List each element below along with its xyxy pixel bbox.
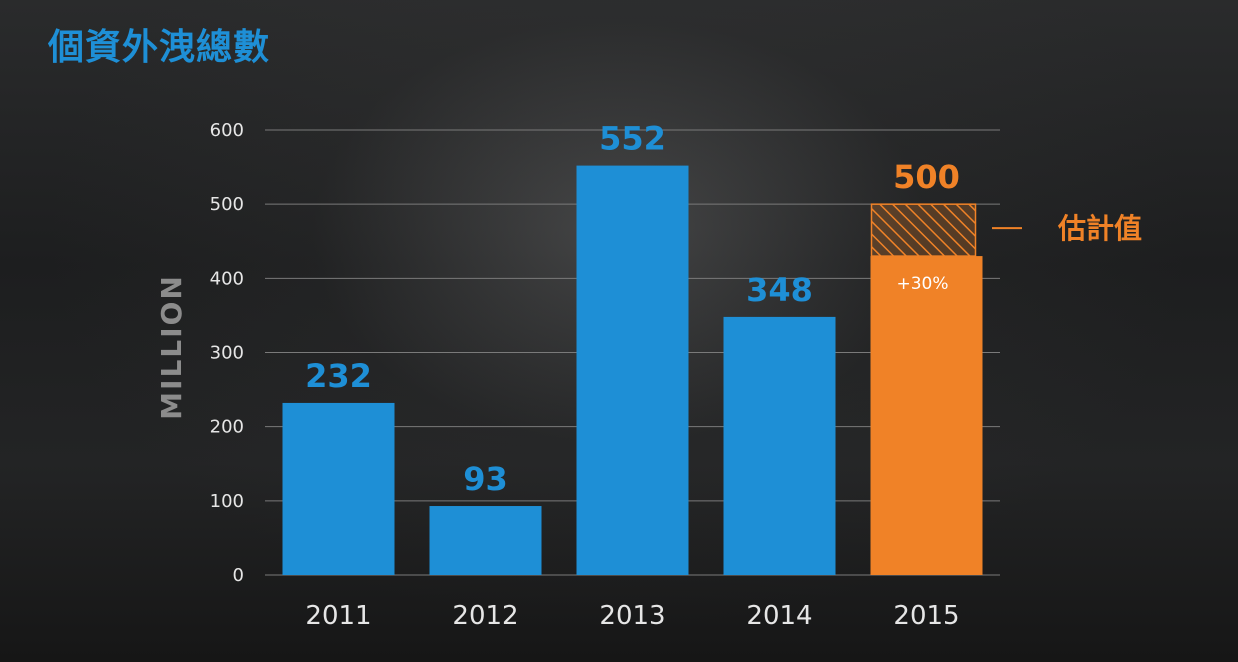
y-axis-label: MILLION — [155, 274, 188, 420]
growth-note: +30% — [896, 274, 948, 294]
data-label: 500 — [893, 158, 960, 196]
data-label: 232 — [305, 357, 372, 395]
y-tick-label: 500 — [210, 194, 244, 215]
y-tick-label: 0 — [233, 565, 244, 586]
data-label: 348 — [746, 271, 813, 309]
y-tick-label: 600 — [210, 120, 244, 141]
bar — [723, 316, 836, 575]
bar-2015-actual — [870, 256, 983, 575]
data-label: 552 — [599, 120, 666, 158]
x-tick-label: 2013 — [599, 601, 665, 631]
y-tick-label: 200 — [210, 417, 244, 438]
data-label: 93 — [463, 460, 508, 498]
bar-2015-estimate — [870, 203, 977, 257]
estimate-label: 估計值 — [1057, 212, 1142, 245]
y-tick-label: 300 — [210, 343, 244, 364]
y-tick-label: 400 — [210, 268, 244, 289]
bar — [576, 165, 689, 575]
x-tick-label: 2012 — [452, 601, 518, 631]
x-tick-label: 2015 — [893, 601, 959, 631]
bar — [282, 402, 395, 575]
y-tick-label: 100 — [210, 491, 244, 512]
page-title: 個資外洩總數 — [48, 27, 271, 68]
x-tick-label: 2014 — [746, 601, 812, 631]
x-tick-label: 2011 — [305, 601, 371, 631]
bar — [429, 506, 542, 575]
